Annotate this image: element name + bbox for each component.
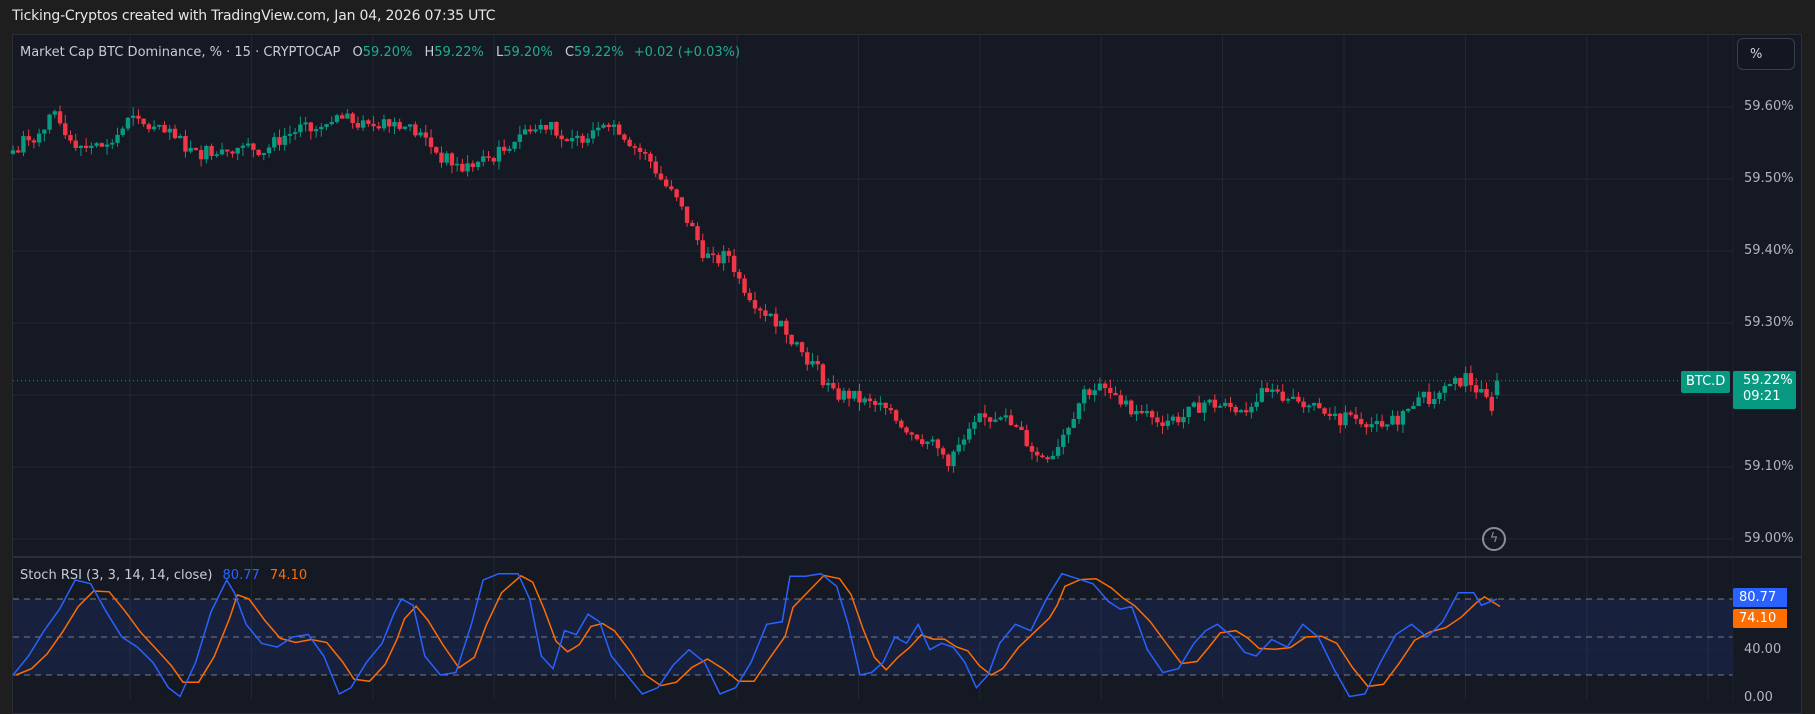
- legend-open: 59.20%: [362, 45, 413, 60]
- legend-close: 59.22%: [574, 45, 624, 60]
- legend-low: 59.20%: [503, 45, 553, 60]
- stoch-title: Stoch RSI (3, 3, 14, 14, close): [20, 568, 213, 583]
- legend-close-label: C: [564, 45, 575, 60]
- chart-frame: [12, 34, 1802, 714]
- stoch-axis-0: 0.00: [1744, 690, 1773, 705]
- last-price-value: 59.22%: [1743, 373, 1793, 388]
- last-price-tag: 59.22% 09:21: [1733, 371, 1796, 409]
- price-axis-label: 59.40%: [1744, 243, 1794, 258]
- legend-open-label: O: [352, 45, 363, 60]
- price-axis-label: 59.30%: [1744, 315, 1794, 330]
- legend-low-label: L: [495, 45, 504, 60]
- stoch-legend: Stoch RSI (3, 3, 14, 14, close) 80.77 74…: [20, 568, 307, 583]
- legend-high: 59.22%: [434, 45, 484, 60]
- legend-change: +0.02 (+0.03%): [633, 45, 741, 60]
- lightning-icon[interactable]: ϟ: [1482, 527, 1506, 551]
- bar-countdown: 09:21: [1743, 389, 1781, 404]
- symbol-tag: BTC.D: [1681, 371, 1731, 393]
- price-axis-label: 59.00%: [1744, 531, 1794, 546]
- percent-scale-button[interactable]: %: [1737, 38, 1795, 70]
- price-axis-label: 59.10%: [1744, 459, 1794, 474]
- price-axis-label: 59.60%: [1744, 99, 1794, 114]
- legend-high-label: H: [424, 45, 435, 60]
- symbol-legend: Market Cap BTC Dominance, % · 15 · CRYPT…: [20, 45, 740, 60]
- stoch-d-tag: 74.10: [1733, 609, 1787, 628]
- price-axis-label: 59.50%: [1744, 171, 1794, 186]
- stoch-axis-40: 40.00: [1744, 642, 1782, 657]
- stoch-d-value: 74.10: [269, 568, 308, 583]
- stoch-k-value: 80.77: [222, 568, 260, 583]
- stoch-k-tag: 80.77: [1733, 588, 1787, 607]
- legend-title: Market Cap BTC Dominance, % · 15 · CRYPT…: [20, 45, 341, 60]
- chart-credit: Ticking-Cryptos created with TradingView…: [12, 8, 496, 24]
